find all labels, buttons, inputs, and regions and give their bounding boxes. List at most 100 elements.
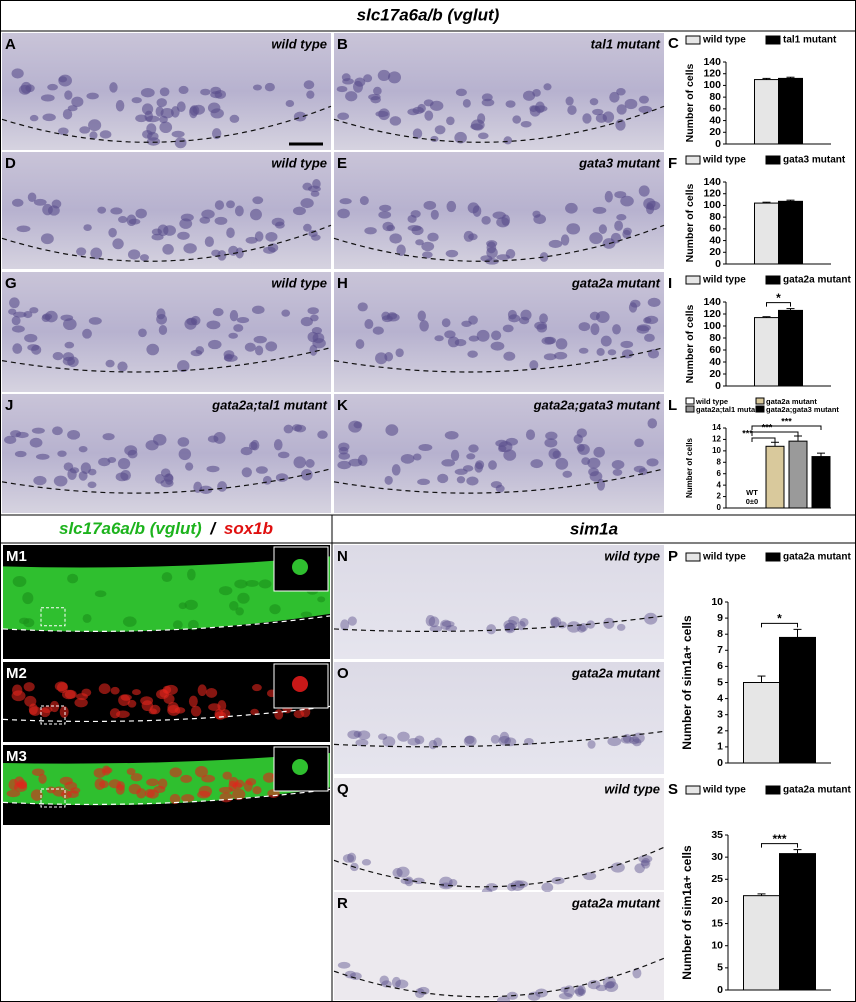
cell: [245, 778, 257, 786]
cell: [632, 967, 642, 979]
cell: [120, 469, 131, 481]
cell: [578, 322, 591, 332]
cell: [33, 475, 47, 486]
y-tick-label: 9: [717, 612, 723, 624]
cell: [441, 459, 456, 467]
cell: [252, 786, 262, 795]
cell: [498, 735, 511, 746]
cell: [252, 84, 262, 91]
cell: [127, 249, 141, 260]
cell: [180, 774, 193, 783]
cell: [97, 206, 107, 214]
cell: [281, 309, 291, 317]
cell: [156, 313, 168, 325]
cell: [12, 576, 27, 587]
cell: [632, 738, 642, 747]
cell: [236, 317, 250, 324]
cell: [470, 123, 483, 130]
cell: [620, 340, 634, 349]
cell: [94, 778, 106, 791]
panel-letter: H: [337, 275, 348, 292]
legend-swatch: [685, 155, 701, 165]
cell: [201, 774, 216, 783]
cell: [88, 317, 102, 325]
y-tick-label: 0: [717, 757, 723, 769]
y-tick-label: 8: [717, 628, 723, 640]
panel-label: wild type: [604, 781, 660, 796]
cell: [605, 981, 615, 989]
cell: [522, 90, 536, 101]
cell: [105, 359, 115, 368]
chart-letter: S: [668, 781, 678, 798]
cell: [141, 103, 154, 115]
cell: [86, 92, 99, 100]
cell: [79, 126, 91, 134]
cell: [4, 435, 17, 445]
cell: [190, 705, 202, 717]
cell: [577, 624, 586, 633]
cell: [24, 695, 37, 707]
cell: [208, 339, 222, 350]
cell: [118, 216, 128, 224]
cell: [573, 434, 583, 444]
panel-label: gata2a;tal1 mutant: [211, 397, 328, 412]
cell: [183, 243, 197, 254]
cell: [117, 458, 131, 470]
cell: [226, 227, 235, 239]
micrograph: M3: [2, 745, 331, 825]
bar: [754, 202, 779, 265]
cell: [423, 200, 437, 210]
y-tick-label: 20: [709, 246, 721, 258]
cell: [11, 68, 24, 79]
cell: [464, 735, 475, 745]
significance: ***: [781, 416, 792, 426]
y-tick-label: 10: [711, 596, 723, 608]
cell: [616, 213, 627, 221]
cell: [628, 302, 638, 313]
panel-label: wild type: [271, 155, 327, 170]
cell: [69, 467, 80, 474]
cell: [427, 232, 439, 242]
cell: [122, 616, 137, 627]
cell: [614, 220, 624, 231]
significance: ***: [772, 832, 786, 846]
significance: *: [776, 291, 781, 305]
cell: [634, 863, 645, 874]
legend-label: wild type: [702, 552, 746, 563]
legend-label: gata3 mutant: [783, 155, 846, 166]
cell: [117, 361, 128, 372]
y-tick-label: 40: [709, 114, 721, 126]
cell: [607, 736, 622, 747]
cell: [98, 457, 111, 467]
cell: [59, 776, 73, 785]
cell: [195, 346, 205, 355]
cell: [555, 457, 569, 470]
cell: [488, 460, 497, 470]
cell: [349, 972, 362, 981]
cell: [178, 448, 192, 461]
panel-letter: O: [337, 665, 349, 682]
cell: [128, 218, 141, 225]
bar: [779, 636, 816, 764]
legend-swatch: [685, 275, 701, 285]
cell: [543, 83, 552, 91]
cell: [255, 345, 264, 356]
cell: [174, 137, 187, 149]
boundary: [2, 705, 331, 723]
cell: [565, 202, 578, 214]
cell: [234, 205, 244, 217]
cell: [434, 335, 444, 342]
cell: [348, 420, 362, 433]
cell: [57, 127, 69, 135]
cell: [53, 475, 68, 487]
legend-swatch: [765, 35, 781, 45]
cell: [138, 328, 147, 338]
cell: [419, 320, 429, 332]
legend-swatch: [685, 35, 701, 45]
cell: [234, 779, 245, 788]
cell: [294, 424, 307, 433]
panel-letter: N: [337, 548, 348, 565]
green-band: [3, 753, 330, 806]
cell: [64, 341, 75, 349]
panel-letter: D: [5, 155, 16, 172]
